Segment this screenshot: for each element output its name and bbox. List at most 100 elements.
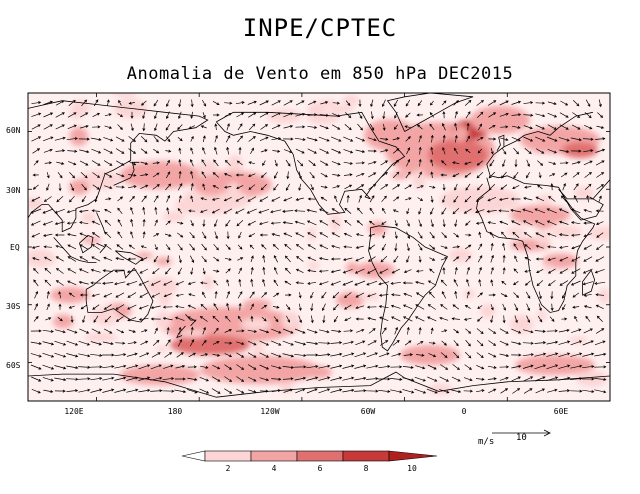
anomaly-patch [203,275,214,290]
anomaly-patch [452,125,469,142]
anomaly-region [470,106,530,134]
coastline [96,242,106,254]
anomaly-region [515,355,595,375]
lon-label-180: 180 [168,407,183,416]
anomaly-patch [317,99,337,109]
coastlines [28,93,610,398]
coastline [115,250,144,265]
lat-label-eq: EQ [10,243,20,252]
anomaly-patch [69,179,90,195]
anomaly-patch [240,317,271,331]
anomaly-patch [226,155,244,173]
anomaly-patch [449,248,472,263]
lat-label-30s: 30S [6,302,21,311]
lat-label-30n: 30N [6,186,21,195]
coastline [176,325,186,339]
anomaly-patch [196,160,220,175]
anomaly-patch [52,314,74,329]
anomaly-patch [568,336,589,344]
anomaly-region [200,356,320,384]
anomaly-patch [154,257,172,266]
anomaly-patch [598,288,610,304]
anomaly-patch [304,365,332,379]
legend-swatch [342,450,390,462]
anomaly-patch [428,383,454,395]
anomaly-region [428,139,488,171]
anomaly-patch [536,309,547,321]
anomaly-patch [342,94,360,106]
lat-label-60s: 60S [6,361,21,370]
anomaly-region [170,335,250,355]
legend-swatch [250,450,298,462]
anomaly-patch [346,261,358,274]
anomaly-patch [28,197,45,210]
anomaly-patch [93,306,119,326]
anomaly-region [120,161,200,189]
coastline [386,93,474,132]
legend-swatch [204,450,252,462]
legend-end-left [181,450,206,462]
anomaly-patch [84,332,118,343]
anomaly-patch [145,276,179,297]
lon-label-0: 0 [462,407,467,416]
anomaly-patch [81,237,102,244]
coastline [85,267,154,323]
anomaly-patch [390,171,410,180]
anomaly-patch [549,225,583,238]
legend-swatch [296,450,344,462]
anomaly-patch [532,135,541,154]
anomaly-patch [180,330,207,338]
anomaly-patch [480,303,496,319]
coastline [113,161,140,186]
coastline [28,371,610,398]
legend-label-8: 8 [364,464,369,473]
lon-label-60w: 60W [361,407,376,416]
anomaly-patch [28,249,56,268]
anomaly-patch [69,108,83,120]
vector-key: m/s 10 [478,429,551,447]
lon-label-120e: 120E [64,407,83,416]
anomaly-region [364,119,416,151]
coastline [96,212,106,234]
anomaly-patch [505,226,527,237]
legend-label-6: 6 [318,464,323,473]
anomaly-region [562,142,598,158]
anomaly-shading [28,93,610,395]
anomaly-patch [368,221,387,236]
anomaly-patch [412,169,426,190]
anomaly-patch [162,211,186,223]
anomaly-patch [183,191,198,208]
legend-end-right [388,450,438,462]
legend-label-4: 4 [272,464,277,473]
vector-key-unit: m/s [478,437,494,447]
anomaly-patch [573,186,595,200]
anomaly-region [80,170,120,190]
anomaly-patch [111,93,137,97]
legend-label-2: 2 [226,464,231,473]
wind-vector-field [30,99,607,394]
coastline [561,192,604,221]
org-title: INPE/CPTEC [242,14,398,42]
anomaly-patch [332,105,353,114]
lon-label-120w: 120W [260,407,279,416]
anomaly-region [120,365,200,385]
anomaly-patch [509,314,534,334]
anomaly-patch [281,311,300,331]
anomaly-patch [155,311,172,331]
anomaly-patch [242,299,272,310]
vector-key-value: 10 [516,433,527,443]
anomaly-patch [136,252,153,259]
coastline [79,235,94,254]
lat-label-60n: 60N [6,126,21,135]
anomaly-patch [215,191,251,209]
coastline [216,111,406,215]
coastline [53,237,97,263]
anomaly-patch [69,127,88,147]
wind-vectors [30,99,607,394]
anomaly-patch [307,261,320,271]
anomaly-patch [588,226,610,241]
anomaly-patch [532,213,555,229]
anomaly-region [355,262,395,278]
anomaly-region [440,186,520,214]
